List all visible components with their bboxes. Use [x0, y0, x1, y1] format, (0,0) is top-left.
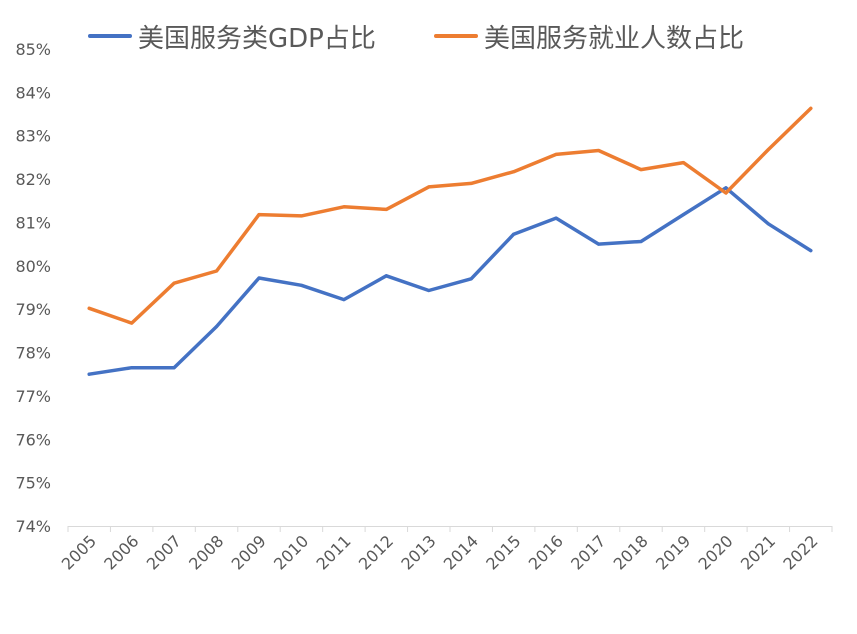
legend-swatch-gdp-share [88, 34, 132, 38]
x-tick-label: 2006 [100, 531, 142, 573]
data-point [130, 366, 134, 370]
data-point [809, 249, 813, 253]
x-tick-label: 2008 [185, 531, 227, 573]
data-point [597, 242, 601, 246]
data-point [639, 240, 643, 244]
x-tick-label: 2011 [312, 531, 354, 573]
data-point [469, 181, 473, 185]
data-point [554, 216, 558, 220]
data-point [257, 213, 261, 217]
data-point [427, 289, 431, 293]
x-tick-label: 2010 [270, 531, 312, 573]
x-tick-label: 2021 [737, 531, 779, 573]
data-point [766, 148, 770, 152]
data-point [342, 298, 346, 302]
legend-label-employment-share: 美国服务就业人数占比 [484, 23, 745, 54]
x-tick-label: 2012 [355, 531, 397, 573]
data-point [215, 325, 219, 329]
data-point [215, 269, 219, 273]
data-point [512, 232, 516, 236]
legend-item-employment-share[interactable]: 美国服务就业人数占比 [434, 14, 744, 58]
data-point [554, 152, 558, 156]
data-point [172, 281, 176, 285]
data-point [766, 222, 770, 226]
y-tick-label: 84% [15, 83, 51, 102]
y-tick-label: 82% [15, 170, 51, 189]
y-tick-label: 79% [15, 300, 51, 319]
data-point [469, 277, 473, 281]
data-point [342, 205, 346, 209]
x-tick-label: 2015 [482, 531, 524, 573]
data-point [724, 191, 728, 195]
legend-item-gdp-share[interactable]: 美国服务类GDP占比 [88, 14, 376, 58]
x-tick-label: 2019 [652, 531, 694, 573]
data-point [809, 106, 813, 110]
data-point [724, 186, 728, 190]
data-point [512, 170, 516, 174]
x-tick-label: 2007 [143, 531, 185, 573]
series-line-0 [87, 186, 813, 376]
y-tick-label: 85% [15, 40, 51, 59]
x-tick-label: 2016 [525, 531, 567, 573]
data-point [427, 185, 431, 189]
y-tick-label: 80% [15, 257, 51, 276]
x-tick-label: 2022 [779, 531, 821, 573]
x-tick-label: 2017 [567, 531, 609, 573]
x-tick-label: 2005 [58, 531, 100, 573]
y-tick-label: 83% [15, 127, 51, 146]
data-point [384, 207, 388, 211]
y-tick-label: 77% [15, 387, 51, 406]
x-tick-label: 2009 [228, 531, 270, 573]
data-point [384, 274, 388, 278]
x-tick-label: 2013 [397, 531, 439, 573]
y-tick-label: 75% [15, 474, 51, 493]
y-tick-label: 81% [15, 213, 51, 232]
data-point [299, 214, 303, 218]
series-line-1 [87, 106, 813, 325]
y-tick-label: 78% [15, 344, 51, 363]
data-point [87, 372, 91, 376]
data-point [130, 321, 134, 325]
data-point [639, 168, 643, 172]
data-point [681, 213, 685, 217]
data-point [597, 148, 601, 152]
data-point [299, 283, 303, 287]
legend-label-gdp-share: 美国服务类GDP占比 [138, 23, 376, 54]
data-point [172, 366, 176, 370]
y-tick-label: 76% [15, 430, 51, 449]
x-tick-label: 2014 [440, 531, 482, 573]
legend-swatch-employment-share [434, 34, 478, 38]
x-tick-label: 2020 [694, 531, 736, 573]
data-point [681, 161, 685, 165]
data-point [87, 306, 91, 310]
legend: 美国服务类GDP占比 美国服务就业人数占比 [0, 14, 857, 58]
y-tick-label: 74% [15, 517, 51, 536]
x-tick-label: 2018 [610, 531, 652, 573]
data-point [257, 276, 261, 280]
